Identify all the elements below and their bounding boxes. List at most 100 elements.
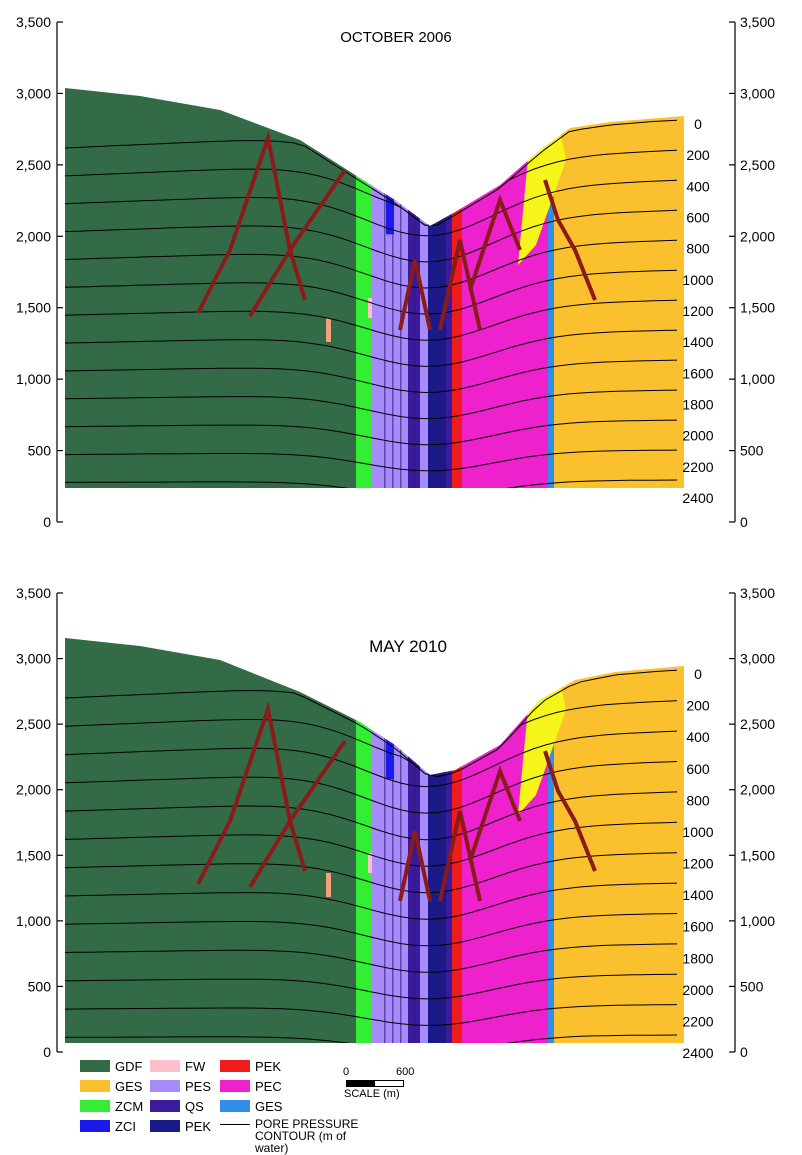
right-tick-label: 1,500 [740, 300, 775, 316]
contour-value-label: 2000 [682, 428, 713, 444]
contour-value-label: 2000 [682, 982, 713, 998]
unit-fw [368, 853, 372, 873]
contour-value-label: 1800 [682, 397, 713, 413]
failure-trace [196, 130, 307, 314]
right-tick-label: 3,500 [740, 14, 775, 30]
failure-trace [248, 168, 347, 318]
legend-label: PEC [255, 1078, 282, 1094]
contour-value-label: 200 [686, 147, 710, 163]
scale-bar-graphic [346, 1080, 404, 1087]
legend-label: PEK [255, 1058, 282, 1074]
right-tick-label: 0 [740, 1044, 748, 1060]
panel-title: MAY 2010 [369, 637, 447, 656]
panel-title: OCTOBER 2006 [340, 29, 451, 46]
contour-value-label: 0 [694, 666, 702, 682]
right-tick-label: 3,000 [740, 651, 775, 667]
legend-item-fw: FW [150, 1058, 205, 1074]
left-tick-label: 1,500 [16, 300, 51, 316]
contour-line [65, 329, 678, 367]
right-tick-label: 2,000 [740, 782, 775, 798]
panel-p2: 3,500 3,000 2,500 2,000 1,500 1,000 500 0 3,500 3… [16, 585, 775, 1061]
legend-contour-line [220, 1124, 250, 1125]
terrain [65, 638, 684, 1043]
unit-ges-blue [548, 88, 554, 488]
unit-ges-blue [548, 638, 554, 1043]
legend-item-gdf: GDF [80, 1058, 142, 1074]
unit-boundary-streak [414, 638, 416, 1043]
left-tick-label: 2,500 [16, 716, 51, 732]
right-tick-label: 1,000 [740, 913, 775, 929]
unit-qs [446, 88, 452, 488]
left-tick-label: 3,500 [16, 585, 51, 601]
contour-line [65, 669, 678, 778]
unit-boundary-streak [442, 88, 444, 488]
contour-value-label: 2200 [682, 459, 713, 475]
right-tick-label: 0 [740, 514, 748, 530]
legend-item-zcm: ZCM [80, 1098, 143, 1114]
failure-trace [438, 239, 482, 331]
contour-line [65, 179, 678, 237]
failure-trace [468, 765, 522, 862]
legend-swatch [150, 1080, 180, 1092]
unit-boundary-streak [442, 638, 444, 1043]
contour-line [65, 209, 678, 263]
legend-item-pes: PES [150, 1078, 211, 1094]
contour-value-label: 400 [686, 178, 710, 194]
scale-bar: 0 600 SCALE (m) [340, 1066, 420, 1106]
failure-trace [248, 739, 347, 889]
contour-value-label: 0 [694, 116, 702, 132]
terrain [65, 88, 684, 488]
contour-line [65, 913, 678, 947]
legend-label: FW [185, 1058, 206, 1074]
unit-boundary-streak [400, 638, 402, 1043]
legend-label: PES [185, 1078, 212, 1094]
unit-boundary-streak [400, 88, 402, 488]
failure-zones [196, 701, 597, 902]
contour-value-label: 1600 [682, 365, 713, 381]
unit-boundary-streak [392, 638, 394, 1043]
failure-trace [398, 259, 432, 331]
contour-line [65, 269, 678, 315]
right-tick-label: 1,500 [740, 847, 775, 863]
legend-swatch [80, 1100, 110, 1112]
unit-zcm [356, 88, 372, 488]
contour-value-label: 800 [686, 241, 710, 257]
unit-yellow-zone [518, 130, 566, 265]
legend-swatch [220, 1100, 250, 1112]
contour-value-label: 800 [686, 792, 710, 808]
contour-value-label: 1200 [682, 303, 713, 319]
legend-item-pek-dark: PEK [150, 1118, 211, 1134]
unit-boundary-streak [392, 88, 394, 488]
failure-trace [543, 179, 597, 301]
contour-value-label: 1200 [682, 856, 713, 872]
unit-salmon-patch [326, 318, 331, 342]
left-tick-label: 2,000 [16, 782, 51, 798]
contour-line [65, 730, 678, 788]
contour-value-label: 2400 [682, 490, 713, 506]
unit-pec [462, 638, 548, 1043]
contour-value-label: 2200 [682, 1013, 713, 1029]
failure-trace [543, 750, 597, 872]
scale-end: 600 [396, 1066, 415, 1078]
left-tick-label: 3,000 [16, 651, 51, 667]
unit-boundary-streak [384, 638, 386, 1043]
left-tick-label: 0 [43, 1044, 51, 1060]
right-tick-label: 2,000 [740, 228, 775, 244]
legend-label: PORE PRESSURE CONTOUR (m of water) [255, 1117, 359, 1155]
right-tick-label: 2,500 [740, 157, 775, 173]
contour-value-label: 1400 [682, 887, 713, 903]
unit-pek-red [452, 88, 462, 488]
contour-line [65, 700, 678, 778]
contour-line [65, 821, 678, 867]
left-tick-label: 500 [28, 978, 52, 994]
unit-boundary-streak [414, 88, 416, 488]
unit-boundary-streak [436, 638, 438, 1043]
right-tick-label: 3,500 [740, 585, 775, 601]
legend-item-zci: ZCI [80, 1118, 136, 1134]
contour-value-label: 2400 [682, 1045, 713, 1061]
contour-value-label: 1000 [682, 824, 713, 840]
contour-line [65, 1004, 678, 1026]
contour-value-label: 1800 [682, 950, 713, 966]
legend-label: GES [255, 1098, 283, 1114]
contour-line [65, 149, 678, 226]
